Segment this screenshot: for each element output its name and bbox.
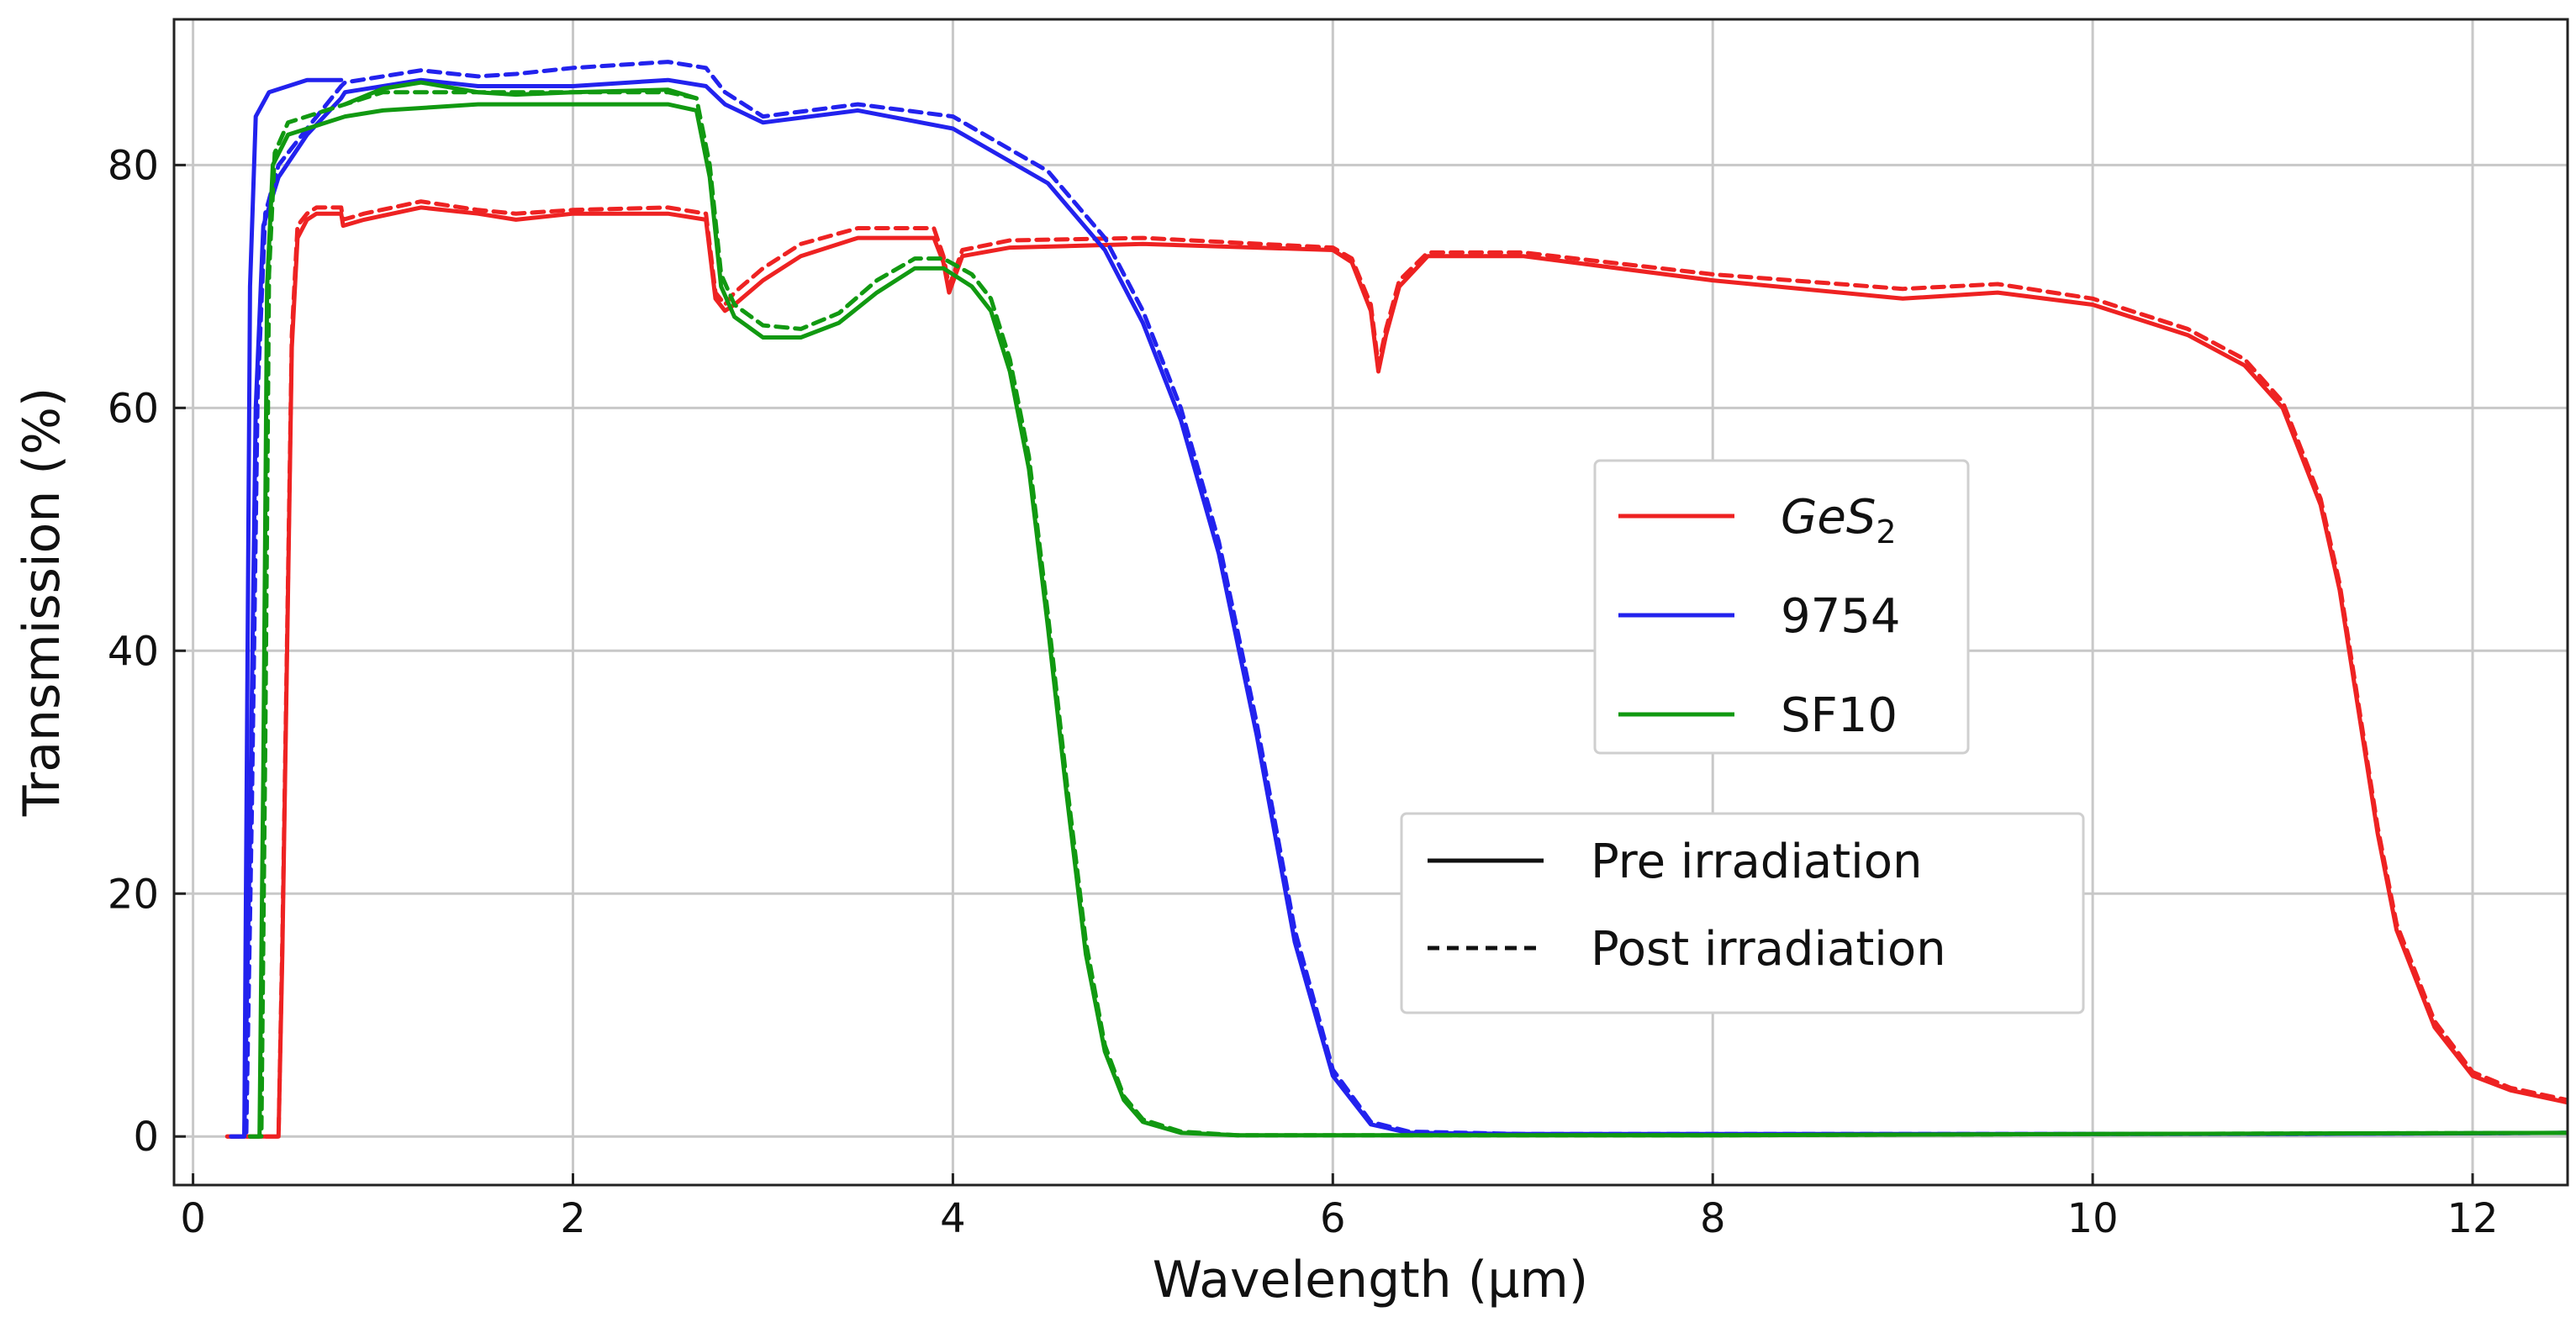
x-tick-label: 0 bbox=[180, 1195, 206, 1242]
y-tick-label: 40 bbox=[108, 628, 159, 675]
axis-ticks: 0 2 4 6 8 10 12 0 20 40 60 80 bbox=[108, 142, 2499, 1242]
x-tick-label: 8 bbox=[1700, 1195, 1726, 1242]
series-line-9754-post-irradiation bbox=[229, 60, 2568, 1139]
x-tick-label: 2 bbox=[560, 1195, 586, 1242]
legend-label: 9754 bbox=[1781, 589, 1901, 644]
legend-style-label: Post irradiation bbox=[1591, 922, 1946, 977]
x-tick-label: 4 bbox=[940, 1195, 966, 1242]
y-axis-label: Transmission (%) bbox=[13, 387, 71, 818]
legend-materials-box bbox=[1593, 459, 1970, 755]
legend-style-label: Pre irradiation bbox=[1591, 835, 1922, 889]
y-tick-label: 20 bbox=[108, 871, 159, 918]
x-tick-label: 12 bbox=[2447, 1195, 2498, 1242]
y-tick-label: 60 bbox=[108, 385, 159, 432]
grid-lines bbox=[174, 19, 2568, 1185]
legend-styles: Pre irradiation Post irradiation bbox=[1400, 812, 2085, 1014]
x-tick-label: 6 bbox=[1320, 1195, 1346, 1242]
series-lines bbox=[224, 60, 2568, 1139]
series-line-9754-step-pre bbox=[242, 77, 344, 1139]
legend-materials: GeS2 9754 SF10 bbox=[1593, 459, 1970, 755]
x-tick-label: 10 bbox=[2067, 1195, 2119, 1242]
legend-styles-box bbox=[1400, 812, 2085, 1014]
x-axis-label: Wavelength (µm) bbox=[1153, 1251, 1588, 1309]
y-tick-label: 80 bbox=[108, 142, 159, 189]
legend-label: SF10 bbox=[1781, 688, 1898, 743]
series-line-9754-pre-irradiation bbox=[229, 77, 2568, 1139]
series-line-sf10-pre-irradiation bbox=[247, 102, 2568, 1139]
series-line-ges2-pre-irradiation bbox=[224, 205, 2568, 1139]
series-line-sf10-upper-pre bbox=[342, 80, 699, 107]
series-line-ges2-post-irradiation bbox=[224, 199, 2568, 1139]
plot-frame bbox=[172, 18, 2569, 1187]
y-tick-label: 0 bbox=[133, 1114, 159, 1161]
legend-label: GeS2 bbox=[1781, 490, 1897, 551]
